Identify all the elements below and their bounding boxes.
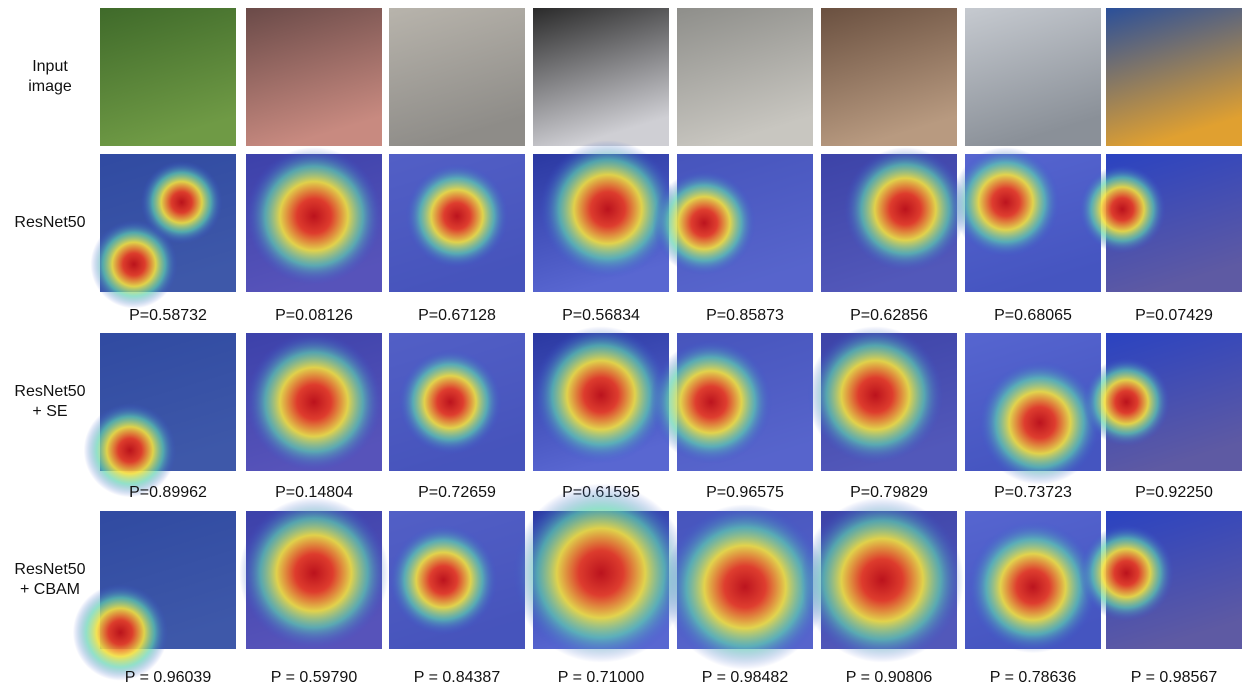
heat-blob — [246, 147, 382, 286]
heat-blob — [239, 497, 389, 649]
probability: P=0.08126 — [275, 307, 353, 324]
input-image — [533, 8, 669, 146]
heatmap — [533, 140, 676, 292]
heat-blob — [405, 163, 509, 269]
heatmap — [246, 333, 382, 471]
heatmap — [951, 147, 1101, 292]
probability: P=0.67128 — [418, 307, 496, 324]
probability: P = 0.98567 — [1131, 669, 1218, 686]
heat-blob — [800, 497, 964, 663]
heatmap — [389, 333, 525, 471]
row-label: ResNet50 — [14, 214, 85, 231]
heatmap — [72, 511, 236, 681]
heat-blob — [512, 483, 690, 663]
heat-blob — [83, 403, 177, 498]
probability: P = 0.78636 — [990, 669, 1077, 686]
row-label: ResNet50 — [14, 561, 85, 578]
heat-blob — [663, 504, 827, 670]
heat-blob — [246, 333, 382, 471]
heatmap — [965, 333, 1101, 485]
probability: P=0.96575 — [706, 484, 784, 501]
input-image — [389, 8, 525, 146]
input-image — [246, 8, 382, 146]
probability: P = 0.59790 — [271, 669, 358, 686]
heat-blob — [72, 584, 168, 681]
heat-blob — [1082, 357, 1170, 447]
heatmap — [1078, 511, 1242, 649]
input-image — [821, 8, 957, 146]
probability: P=0.07429 — [1135, 307, 1213, 324]
probability: P = 0.98482 — [702, 669, 789, 686]
probability: P=0.56834 — [562, 307, 640, 324]
heatmap — [83, 333, 236, 498]
heat-blob — [652, 170, 756, 276]
row-label: image — [28, 78, 72, 95]
probability: P=0.72659 — [418, 484, 496, 501]
input-image — [100, 8, 236, 146]
probability: P = 0.96039 — [125, 669, 212, 686]
row-label: + CBAM — [20, 581, 80, 598]
probability: P = 0.84387 — [414, 669, 501, 686]
heat-blob — [807, 326, 944, 465]
heatmap — [807, 326, 957, 471]
heatmap — [652, 154, 813, 292]
input-image — [1106, 8, 1242, 146]
heat-blob — [951, 147, 1061, 258]
probability: P=0.92250 — [1135, 484, 1213, 501]
heat-blob — [140, 160, 223, 244]
heat-blob — [90, 220, 178, 309]
heatmap — [821, 147, 967, 292]
row-label: ResNet50 — [14, 383, 85, 400]
heatmap — [649, 333, 813, 471]
heatmap — [239, 497, 389, 649]
heatmap — [90, 154, 236, 309]
probability: P=0.85873 — [706, 307, 784, 324]
heat-blob — [1078, 165, 1166, 254]
heatmap — [246, 147, 382, 292]
probability: P=0.58732 — [129, 307, 207, 324]
heatmap — [663, 504, 827, 670]
heat-blob — [389, 524, 498, 636]
probability: P = 0.71000 — [558, 669, 645, 686]
heatmap — [389, 154, 525, 292]
heatmap — [800, 497, 964, 663]
probability: P=0.79829 — [850, 484, 928, 501]
heatmap — [389, 511, 525, 649]
heat-blob — [539, 140, 676, 279]
heat-blob — [649, 339, 773, 465]
heatmap — [512, 483, 690, 663]
input-image — [677, 8, 813, 146]
row-label: Input — [32, 58, 68, 75]
probability: P=0.73723 — [994, 484, 1072, 501]
heatmap — [533, 326, 669, 471]
probability: P=0.68065 — [994, 307, 1072, 324]
heatmap — [965, 511, 1101, 654]
heatmap — [1078, 154, 1242, 292]
heatmap — [1082, 333, 1242, 471]
probability: P = 0.90806 — [846, 669, 933, 686]
heat-blob — [844, 147, 967, 272]
heat-blob — [978, 360, 1101, 485]
probability: P=0.62856 — [850, 307, 928, 324]
probability: P=0.89962 — [129, 484, 207, 501]
row-label: + SE — [32, 403, 67, 420]
probability: P=0.14804 — [275, 484, 353, 501]
input-image — [965, 8, 1101, 146]
heat-blob — [533, 326, 669, 465]
heat-blob — [398, 349, 502, 455]
heat-blob — [967, 520, 1099, 654]
heat-blob — [1078, 524, 1174, 622]
